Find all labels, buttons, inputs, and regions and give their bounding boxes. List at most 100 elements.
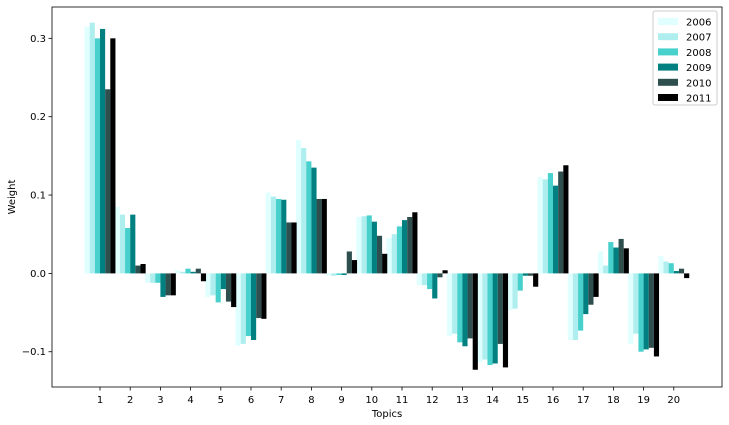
bar-2007-topic-16 <box>542 179 548 274</box>
bar-2008-topic-15 <box>517 273 523 291</box>
bar-2009-topic-16 <box>553 185 559 274</box>
bar-2008-topic-16 <box>547 173 553 274</box>
bar-2009-topic-12 <box>432 273 438 299</box>
legend-label-2011: 2011 <box>686 94 711 105</box>
bar-2010-topic-16 <box>558 171 564 274</box>
bar-2006-topic-11 <box>386 238 392 274</box>
bar-2007-topic-5 <box>210 273 216 296</box>
x-tick-label: 15 <box>516 395 529 406</box>
x-tick-label: 18 <box>607 395 620 406</box>
bar-2007-topic-12 <box>421 273 428 286</box>
x-tick-label: 2 <box>127 395 133 406</box>
bar-2010-topic-4 <box>195 268 201 274</box>
x-tick-label: 10 <box>365 395 378 406</box>
bar-2010-topic-20 <box>678 268 685 274</box>
bar-2008-topic-10 <box>366 215 372 274</box>
bar-2011-topic-14 <box>502 273 509 368</box>
legend-swatch-2009 <box>658 63 678 71</box>
bar-2009-topic-18 <box>613 247 619 274</box>
y-tick-label: 0.0 <box>30 269 46 280</box>
bar-2010-topic-6 <box>256 273 262 319</box>
bar-2007-topic-17 <box>572 273 579 340</box>
bar-2008-topic-20 <box>668 263 674 274</box>
bar-2008-topic-4 <box>185 268 191 274</box>
bar-2006-topic-4 <box>175 270 181 274</box>
bar-2007-topic-1 <box>89 22 95 274</box>
bar-2006-topic-13 <box>446 273 453 337</box>
bars-group <box>84 22 690 370</box>
bar-2009-topic-9 <box>341 273 347 275</box>
bar-2009-topic-13 <box>462 273 468 347</box>
x-axis-label: Topics <box>371 409 402 420</box>
bar-2008-topic-7 <box>276 198 282 274</box>
bar-2008-topic-1 <box>94 38 100 274</box>
y-tick-label: −0.1 <box>22 347 46 358</box>
bar-2011-topic-4 <box>200 273 207 282</box>
bar-2009-topic-8 <box>311 167 317 274</box>
legend-swatch-2010 <box>658 78 678 86</box>
bar-2010-topic-7 <box>286 222 292 274</box>
bar-2009-topic-3 <box>160 273 166 297</box>
x-tick-label: 1 <box>97 395 103 406</box>
bar-2011-topic-3 <box>170 273 176 296</box>
bar-2008-topic-18 <box>608 242 614 274</box>
legend-swatch-2007 <box>658 33 678 41</box>
bar-2011-topic-8 <box>321 198 327 274</box>
bar-2008-topic-3 <box>155 273 161 283</box>
bar-2006-topic-20 <box>658 256 664 274</box>
x-tick-label: 19 <box>637 395 650 406</box>
bar-2011-topic-5 <box>231 273 237 308</box>
x-tick-label: 5 <box>218 395 224 406</box>
bar-2011-topic-13 <box>472 273 478 370</box>
bar-2009-topic-2 <box>130 214 136 274</box>
bar-2008-topic-11 <box>396 226 402 274</box>
bar-2011-topic-11 <box>412 212 418 274</box>
bar-2011-topic-7 <box>291 222 297 274</box>
legend-label-2009: 2009 <box>686 63 711 74</box>
bar-2006-topic-15 <box>507 273 513 311</box>
bar-2011-topic-2 <box>140 263 146 274</box>
x-tick-label: 3 <box>157 395 163 406</box>
bar-2008-topic-2 <box>125 227 131 274</box>
bar-2009-topic-17 <box>583 273 589 315</box>
bar-2006-topic-5 <box>205 273 211 297</box>
bar-2007-topic-4 <box>180 271 186 274</box>
bar-2010-topic-9 <box>346 251 352 274</box>
bar-2010-topic-13 <box>467 273 473 339</box>
x-tick-label: 17 <box>577 395 590 406</box>
bar-2006-topic-12 <box>416 273 422 286</box>
bar-2009-topic-6 <box>251 273 257 340</box>
y-tick-label: 0.3 <box>30 34 46 45</box>
bar-2010-topic-3 <box>165 273 171 296</box>
bar-2010-topic-5 <box>225 273 232 302</box>
bar-2006-topic-19 <box>628 273 634 344</box>
y-axis-label: Weight <box>7 180 18 215</box>
bar-2006-topic-2 <box>114 206 120 274</box>
bar-2009-topic-5 <box>220 273 226 290</box>
bar-2007-topic-8 <box>301 148 307 274</box>
bar-2008-topic-12 <box>427 273 433 290</box>
bar-2006-topic-14 <box>477 273 483 362</box>
legend-swatch-2011 <box>658 94 678 101</box>
bar-2009-topic-10 <box>371 221 377 274</box>
bar-2008-topic-13 <box>457 273 463 343</box>
legend-label-2006: 2006 <box>686 18 711 29</box>
bar-2011-topic-18 <box>623 248 629 274</box>
x-tick-label: 11 <box>396 395 409 406</box>
bar-2011-topic-10 <box>382 253 388 274</box>
bar-2010-topic-17 <box>588 273 594 305</box>
bar-2010-topic-19 <box>648 273 654 348</box>
legend-label-2010: 2010 <box>686 78 711 89</box>
bar-2011-topic-19 <box>653 273 660 357</box>
bar-2011-topic-12 <box>442 270 448 274</box>
bar-2007-topic-11 <box>391 234 397 274</box>
x-tick-label: 8 <box>308 395 314 406</box>
bar-2009-topic-15 <box>522 273 528 276</box>
bar-2007-topic-15 <box>512 273 518 309</box>
bar-2008-topic-8 <box>306 161 312 274</box>
bar-2009-topic-20 <box>673 271 679 274</box>
bar-2007-topic-20 <box>663 261 669 274</box>
bar-2006-topic-3 <box>144 273 151 283</box>
bar-2007-topic-7 <box>270 196 277 274</box>
